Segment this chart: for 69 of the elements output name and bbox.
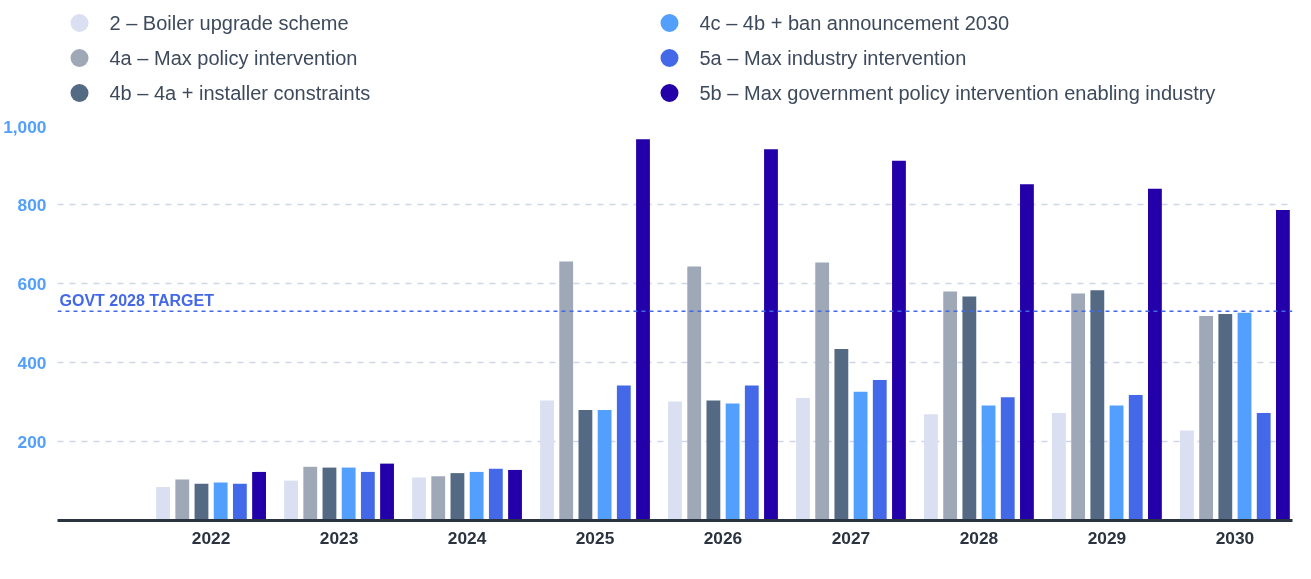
bar [1237,312,1252,521]
bar [725,403,740,521]
legend-label: 5a – Max industry intervention [699,47,967,69]
legend-label: 4a – Max policy intervention [109,47,358,69]
y-tick-label: 600 [17,273,47,294]
bar [450,473,465,521]
y-tick-label: 200 [17,431,47,452]
x-tick-label: 2026 [703,527,743,548]
bar [380,463,394,521]
bar [962,296,977,521]
y-tick-label: 800 [17,194,47,215]
legend-label: 5b – Max government policy intervention enabling industry [699,82,1216,104]
x-tick-label: 2030 [1215,527,1255,548]
bar [156,486,170,521]
bar [853,391,868,521]
bar [252,471,266,521]
x-tick-label: 2029 [1087,527,1127,548]
legend-label: 4b – 4a + installer constraints [109,82,371,104]
bar [636,139,650,521]
bar [194,483,209,521]
bar [284,480,298,521]
bar [1020,184,1034,521]
bar [213,482,228,521]
bar [1199,315,1214,521]
bar [431,476,446,521]
bar [706,400,721,521]
bar [508,469,522,521]
bar [469,471,484,521]
bar [1128,394,1143,521]
bar [597,409,612,521]
bar [981,405,996,521]
bar [412,477,426,521]
bar [687,266,702,521]
bar [1109,405,1124,521]
bar [341,467,356,521]
x-tick-label: 2023 [319,527,359,548]
y-tick-label: 1,000 [3,116,47,137]
bar [834,349,849,521]
bar [578,409,593,521]
bar [232,483,247,521]
bar [1090,290,1105,521]
y-tick-label: 400 [17,352,47,373]
bar [322,467,337,521]
legend-label: 4c – 4b + ban announcement 2030 [699,12,1010,34]
bar [559,261,574,521]
bar [892,160,906,521]
bar [303,466,318,521]
bar [1256,413,1271,521]
bar [744,385,759,521]
bar [943,291,958,521]
bar [175,479,190,521]
bar [1148,188,1162,521]
bar [872,379,887,521]
x-tick-label: 2027 [831,527,871,548]
bar [764,149,778,521]
x-tick-label: 2024 [447,527,487,548]
x-tick-label: 2028 [959,527,999,548]
bar [1275,210,1290,521]
legend-label: 2 – Boiler upgrade scheme [109,12,349,34]
bar [616,385,631,521]
bar [360,471,375,521]
bar [1218,313,1233,521]
bar [815,262,830,521]
x-tick-label: 2025 [575,527,615,548]
bar [1000,397,1015,521]
bar [1071,293,1086,521]
bar [488,468,503,521]
x-tick-label: 2022 [191,527,231,548]
ref-line-label: GOVT 2028 TARGET [59,292,215,310]
